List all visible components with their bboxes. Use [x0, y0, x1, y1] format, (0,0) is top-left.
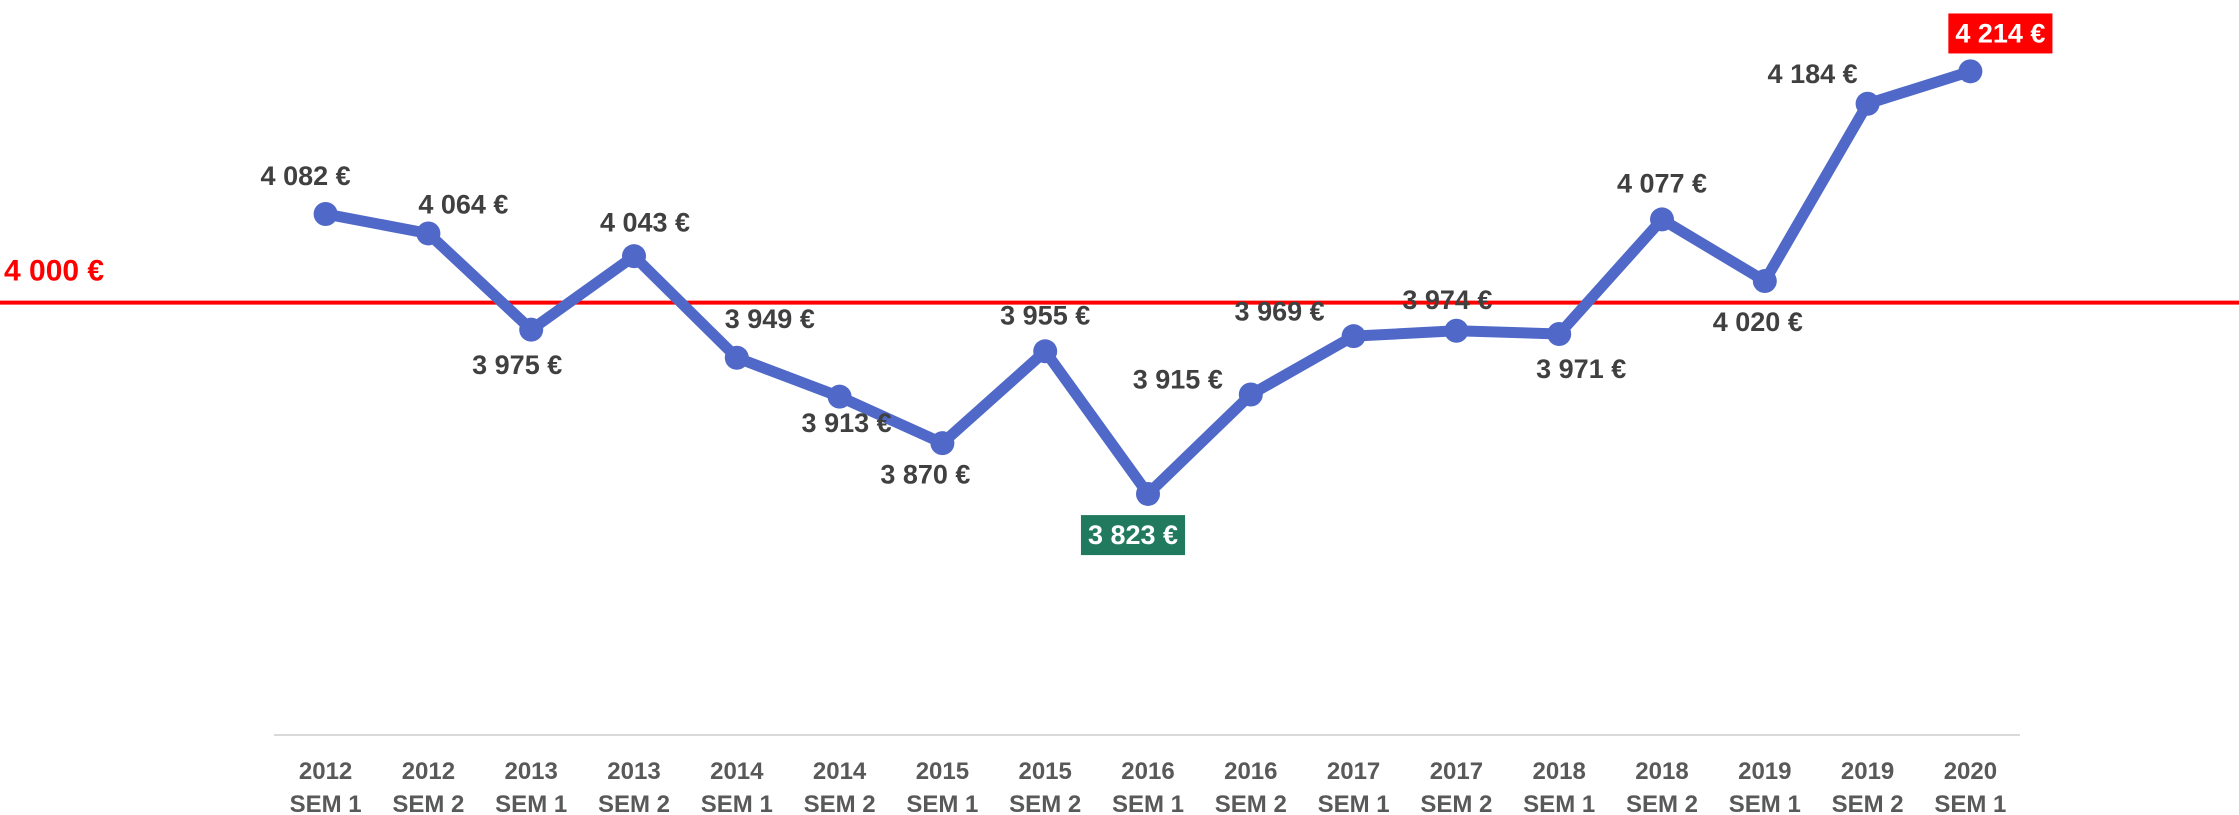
data-label: 4 082 €	[261, 161, 351, 191]
x-tick-label: 2016 SEM 1	[1111, 758, 1185, 815]
x-tick-label: 2020 SEM 1	[1934, 758, 2007, 815]
data-label: 4 020 €	[1713, 307, 1803, 337]
data-label: 4 064 €	[418, 190, 508, 220]
marker	[1238, 382, 1263, 407]
x-tick-label: 2013 SEM 2	[597, 758, 671, 815]
data-label: 3 975 €	[472, 350, 562, 380]
label-box	[1948, 13, 2053, 54]
x-tick-label: 2019 SEM 2	[1831, 758, 1904, 815]
x-tick-label: 2018 SEM 1	[1523, 758, 1596, 815]
x-tick-label: 2017 SEM 2	[1420, 758, 1493, 815]
data-label: 3 969 €	[1235, 296, 1325, 326]
marker	[1444, 318, 1469, 343]
x-tick-label: 2012 SEM 2	[392, 758, 465, 815]
data-label: 3 915 €	[1133, 365, 1223, 395]
data-label: 4 043 €	[600, 207, 690, 237]
marker	[622, 244, 646, 269]
x-tick-label: 2018 SEM 2	[1625, 758, 1699, 815]
x-tick-label: 2017 SEM 1	[1317, 758, 1390, 815]
marker	[827, 384, 852, 409]
data-label: 4 077 €	[1617, 169, 1707, 199]
marker	[1855, 91, 1880, 116]
marker	[1136, 481, 1160, 506]
data-label: 4 184 €	[1768, 59, 1858, 89]
data-label: 3 955 €	[1000, 300, 1090, 330]
reference-label: 4 000 €	[4, 255, 104, 288]
marker	[1752, 269, 1777, 294]
label-box	[1080, 515, 1186, 556]
data-label: 3 949 €	[725, 304, 815, 334]
x-tick-label: 2019 SEM 1	[1728, 758, 1801, 815]
line	[324, 66, 1973, 500]
data-label: 3 971 €	[1536, 354, 1626, 384]
marker	[1341, 324, 1366, 349]
x-tick-label: 2014 SEM 2	[803, 758, 876, 815]
data-label: 3 823 €	[1088, 520, 1178, 550]
marker	[1650, 207, 1674, 232]
data-label: 3 870 €	[880, 459, 970, 489]
x-tick-label: 2015 SEM 2	[1009, 758, 1082, 815]
marker	[1958, 59, 1983, 84]
x-tick-label: 2014 SEM 1	[700, 758, 773, 815]
marker	[313, 202, 338, 227]
data-label: 3 913 €	[802, 408, 892, 438]
marker	[1547, 321, 1572, 346]
marker	[724, 345, 749, 370]
x-tick-label: 2012 SEM 1	[289, 758, 362, 815]
x-tick-label: 2016 SEM 2	[1214, 758, 1287, 815]
x-tick-label: 2015 SEM 1	[906, 758, 979, 815]
marker	[1033, 339, 1058, 364]
x-tick-label: 2013 SEM 1	[495, 758, 568, 815]
marker	[519, 317, 544, 342]
marker	[930, 431, 955, 456]
data-label: 3 974 €	[1402, 285, 1492, 315]
data-label: 4 214 €	[1955, 18, 2045, 48]
marker	[416, 221, 441, 246]
